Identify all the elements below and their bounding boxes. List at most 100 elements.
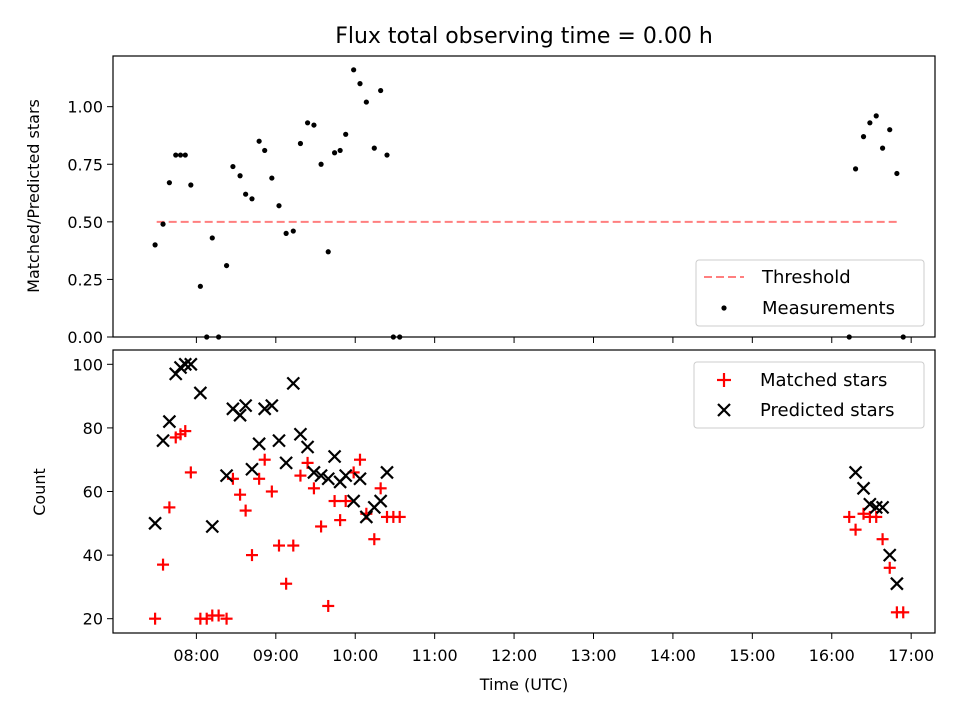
top-legend-box	[695, 259, 925, 327]
matched-star-point	[315, 520, 328, 533]
matched-star-point	[374, 482, 387, 495]
top-y-tick-label: 1.00	[67, 98, 103, 117]
measurement-point	[311, 122, 317, 128]
predicted-star-stroke-b	[184, 357, 198, 372]
predicted-star-point	[279, 456, 293, 470]
measurement-point	[384, 152, 390, 158]
predicted-star-stroke-b	[265, 398, 279, 413]
measurement-point	[397, 334, 403, 340]
measurement-point	[304, 120, 311, 126]
measurement-point	[269, 175, 275, 181]
measurement-point	[873, 113, 879, 119]
measurement-point	[283, 230, 289, 236]
measurement-point	[318, 161, 324, 167]
predicted-star-point	[373, 494, 388, 508]
bottom-x-tick-label: 09:00	[253, 646, 299, 665]
predicted-star-stroke-b	[252, 437, 266, 451]
predicted-star-point	[257, 402, 272, 416]
predicted-star-stroke-b	[193, 386, 208, 400]
measurement-point	[152, 242, 158, 248]
bottom-panel: 20 40 60 80 100 08:00 09:00 10:00 11:00 12:00 13:…	[30, 349, 936, 694]
measurement-point	[297, 140, 304, 147]
matched-star-point	[184, 466, 197, 479]
bottom-x-tick-label: 14:00	[650, 646, 696, 665]
top-plot-frame	[112, 55, 936, 338]
measurement-point	[343, 131, 349, 137]
measurement-point	[166, 180, 172, 186]
matched-star-point	[294, 469, 307, 482]
bottom-y-tick-label: 100	[72, 355, 103, 374]
predicted-legend-label: Predicted stars	[760, 400, 894, 421]
bottom-y-axis-label: Count	[30, 468, 49, 516]
measurement-point	[197, 283, 203, 289]
predicted-star-point	[890, 576, 904, 591]
matched-star-point	[265, 485, 278, 498]
top-y-tick-label: 0.25	[67, 270, 103, 289]
matched-star-point	[258, 453, 271, 466]
predicted-star-stroke-b	[321, 472, 336, 486]
predicted-star-stroke-b	[257, 402, 272, 416]
measurement-point	[390, 334, 396, 340]
predicted-star-point	[307, 465, 321, 480]
measurement-point	[173, 152, 179, 158]
predicted-star-stroke-b	[219, 468, 234, 483]
predicted-star-point	[272, 433, 286, 448]
bottom-legend-box	[693, 361, 925, 429]
measurement-point	[325, 249, 331, 255]
measurement-point	[894, 170, 900, 177]
predicted-star-stroke-b	[848, 465, 863, 480]
matched-star-point	[253, 472, 266, 485]
measurement-point	[860, 134, 867, 140]
predicted-star-point	[219, 468, 234, 483]
measurements-legend-swatch	[721, 305, 727, 311]
predicted-star-stroke-b	[327, 449, 342, 464]
matched-star-point	[328, 495, 341, 508]
predicted-star-point	[233, 408, 247, 422]
predicted-star-stroke-b	[307, 465, 321, 480]
measurement-point	[230, 163, 236, 170]
bottom-legend: Matched stars Predicted stars	[693, 361, 925, 429]
predicted-star-stroke-b	[156, 433, 170, 448]
measurement-point	[852, 166, 859, 172]
matched-legend-swatch	[717, 373, 731, 387]
predicted-star-point	[346, 494, 361, 508]
top-y-tick-label: 0.00	[67, 328, 103, 347]
predicted-star-stroke-b	[226, 402, 240, 416]
matched-star-point	[157, 558, 170, 571]
predicted-star-stroke-b	[373, 494, 388, 508]
predicted-star-point	[252, 437, 266, 451]
matched-star-point	[163, 501, 176, 514]
predicted-star-point	[300, 440, 315, 454]
predicted-star-stroke-b	[279, 456, 293, 470]
top-y-tick-label: 0.75	[67, 155, 103, 174]
measurement-point	[357, 81, 363, 87]
bottom-x-tick-label: 13:00	[570, 646, 616, 665]
predicted-star-stroke-b	[863, 497, 877, 511]
predicted-star-stroke-b	[875, 500, 890, 515]
measurement-point	[276, 203, 282, 209]
measurement-point	[879, 145, 886, 151]
measurement-point	[351, 67, 357, 73]
measurement-point	[887, 127, 893, 133]
predicted-star-stroke-b	[346, 494, 361, 508]
predicted-star-point	[286, 376, 301, 391]
top-y-tick-label: 0.50	[67, 213, 103, 232]
matched-star-point	[353, 453, 366, 466]
measurement-point	[378, 87, 384, 94]
measurement-point	[371, 145, 377, 151]
bottom-x-tick-label: 16:00	[809, 646, 855, 665]
predicted-star-point	[293, 427, 308, 442]
bottom-x-tick-label: 17:00	[888, 646, 934, 665]
measurement-point	[867, 120, 873, 126]
predicted-star-point	[882, 548, 897, 562]
predicted-star-point	[265, 398, 279, 413]
measurement-point	[188, 182, 194, 188]
measurement-point	[900, 334, 906, 340]
predicted-star-point	[193, 386, 208, 400]
matched-star-point	[883, 561, 896, 574]
predicted-star-point	[238, 398, 253, 413]
measurement-point	[237, 173, 243, 179]
predicted-star-point	[338, 468, 353, 483]
bottom-x-tick-label: 11:00	[412, 646, 458, 665]
